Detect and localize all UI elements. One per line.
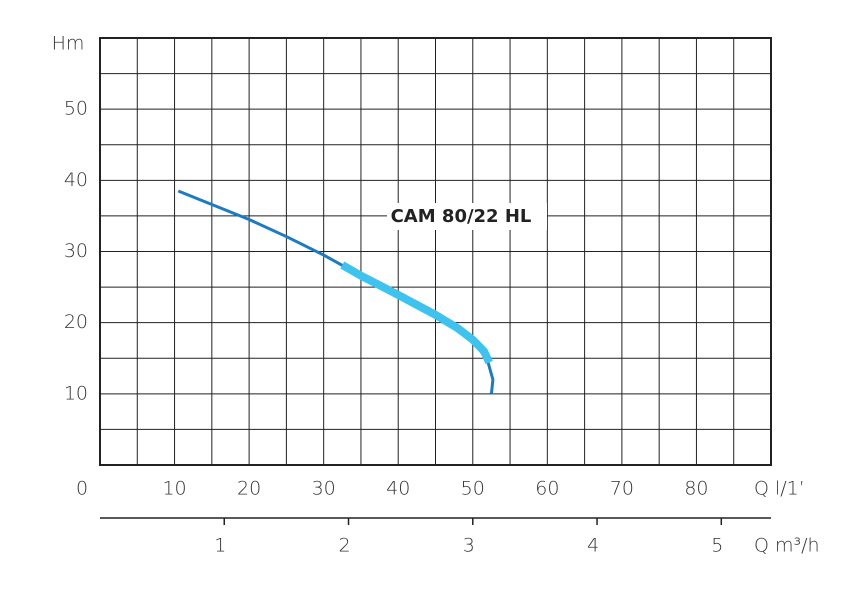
x2-tick-label: 4 <box>587 535 599 557</box>
x2-tick-label: 1 <box>214 535 226 557</box>
y-tick-label: 40 <box>64 169 88 191</box>
plot-frame <box>99 37 772 466</box>
x-tick-label: 50 <box>461 478 485 500</box>
x-tick-label: 0 <box>76 478 88 500</box>
y-tick-label: 20 <box>64 311 88 333</box>
y-axis-title: Hm <box>52 33 85 55</box>
x-axis-title: Q l/1’ <box>754 478 805 500</box>
x-tick-label: 10 <box>162 478 186 500</box>
curve <box>340 261 493 365</box>
x2-tick-label: 3 <box>463 535 475 557</box>
y-tick-label: 30 <box>64 240 88 262</box>
x-tick-label: 20 <box>237 478 261 500</box>
x-tick-label: 60 <box>535 478 559 500</box>
x-tick-label: 80 <box>684 478 708 500</box>
x2-axis-title: Q m³/h <box>754 535 820 557</box>
y-tick-label: 10 <box>64 382 88 404</box>
y-tick-label: 50 <box>64 98 88 120</box>
x-tick-label: 40 <box>386 478 410 500</box>
curve-label: CAM 80/22 HL <box>391 206 532 227</box>
x-tick-label: 70 <box>610 478 634 500</box>
x2-tick-label: 5 <box>711 535 723 557</box>
x-tick-label: 30 <box>312 478 336 500</box>
x2-tick-label: 2 <box>338 535 350 557</box>
label-background <box>387 203 547 230</box>
